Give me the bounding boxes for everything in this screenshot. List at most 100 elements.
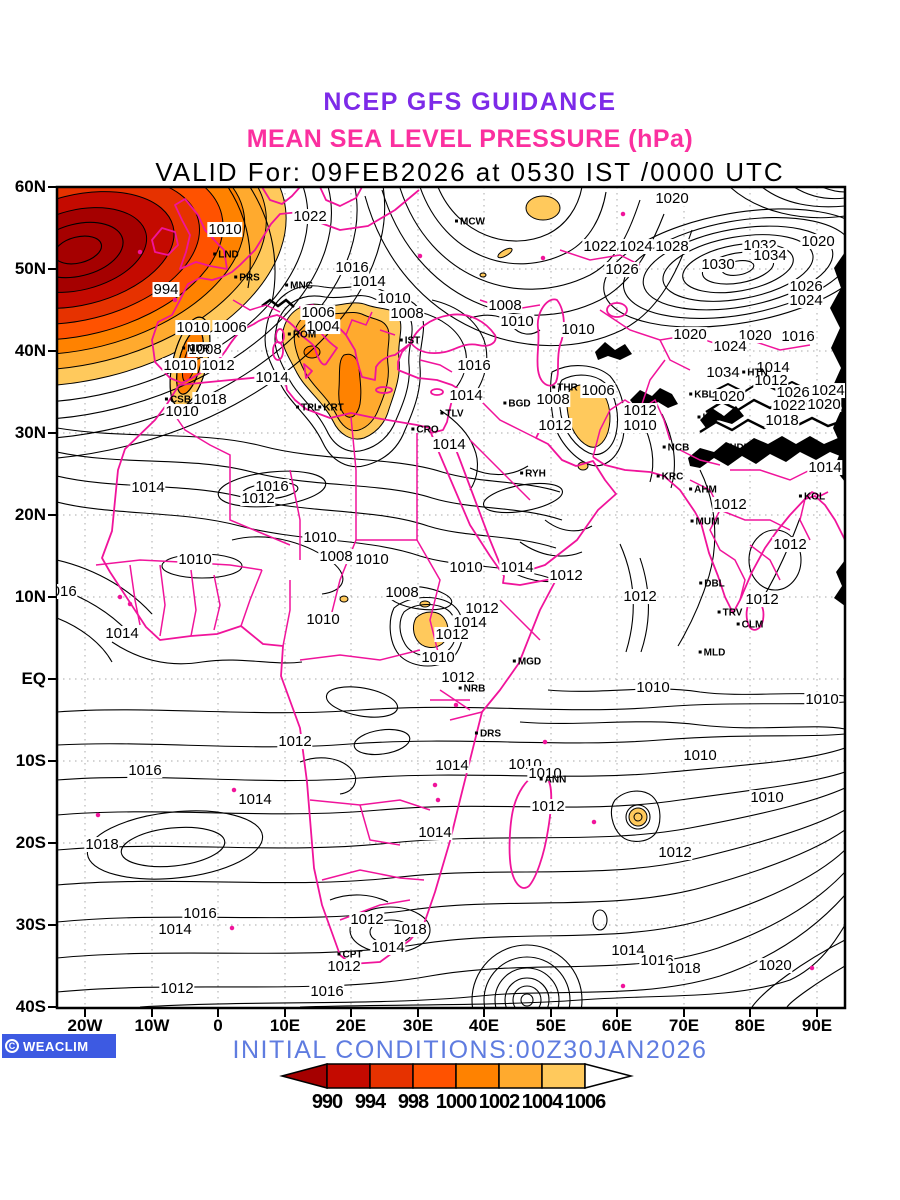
station-label: RYH bbox=[520, 469, 546, 480]
contour-label: 1010 bbox=[622, 417, 658, 435]
axis-ticks bbox=[48, 186, 818, 1017]
lat-axis-label: 60N bbox=[14, 177, 46, 196]
colorbar-tick-label: 990 bbox=[311, 1091, 343, 1113]
contour-label: 1008 bbox=[389, 305, 425, 323]
contour-label: 994 bbox=[152, 281, 180, 299]
contour-label: 1014 bbox=[610, 942, 646, 960]
lon-axis-label: 0 bbox=[213, 1016, 223, 1035]
coastlines bbox=[101, 187, 845, 965]
lat-axis-label: 50N bbox=[14, 259, 46, 278]
station-label: TLV bbox=[440, 409, 463, 420]
contour-label: 1012 bbox=[200, 357, 236, 375]
station-label: CPT bbox=[338, 950, 363, 961]
contour-label: 1010 bbox=[164, 403, 200, 421]
colorbar-graphic bbox=[279, 1063, 634, 1089]
contour-label: 1020 bbox=[710, 388, 746, 406]
station-label: MGD bbox=[513, 657, 541, 668]
contour-label: 1028 bbox=[654, 238, 690, 256]
contour-label: 1010 bbox=[804, 691, 840, 709]
colorbar-tick-label: 1004 bbox=[521, 1091, 563, 1113]
contour-label: 1024 bbox=[618, 238, 654, 256]
contour-label: 1018 bbox=[192, 391, 228, 409]
variable-title: MEAN SEA LEVEL PRESSURE (hPa) bbox=[246, 125, 694, 153]
colorbar-tick-label: 994 bbox=[354, 1091, 386, 1113]
lat-axis-label: 30S bbox=[15, 915, 46, 934]
page-title: NCEP GFS GUIDANCE bbox=[323, 88, 617, 116]
lat-axis-label: 30N bbox=[14, 423, 46, 442]
contour-label: 1010 bbox=[354, 551, 390, 569]
lat-axis-label: EQ bbox=[21, 669, 46, 688]
contour-label: 1016 bbox=[254, 478, 290, 496]
station-label: NRB bbox=[459, 684, 486, 695]
contour-label: 1012 bbox=[772, 536, 808, 554]
station-label: ROM bbox=[288, 330, 316, 341]
station-label: DBL bbox=[699, 579, 725, 590]
contour-label: 1016 bbox=[456, 357, 492, 375]
lat-axis-label: 40N bbox=[14, 341, 46, 360]
lon-axis-label: 60E bbox=[601, 1016, 633, 1035]
station-label: THR bbox=[552, 383, 578, 394]
contour-label: 1010 bbox=[499, 313, 535, 331]
contour-label: 1012 bbox=[712, 496, 748, 514]
contour-label: 1014 bbox=[254, 369, 290, 387]
contour-label: 1006 bbox=[212, 319, 248, 337]
map-labels-layer: 1010 1022 1020 1022 1024 1028 1032 1020 1026 1030… bbox=[57, 187, 845, 1008]
lon-axis-label: 80E bbox=[734, 1016, 766, 1035]
station-label: MNC bbox=[285, 281, 313, 292]
station-label: CSB bbox=[165, 395, 191, 406]
contour-label: 1012 bbox=[744, 591, 780, 609]
contour-label: 1012 bbox=[548, 567, 584, 585]
contour-label: 1026 bbox=[788, 278, 824, 296]
lat-axis-label: 40S bbox=[15, 997, 46, 1016]
contour-label: 1008 bbox=[535, 391, 571, 409]
contour-label: 1010 bbox=[175, 319, 211, 337]
contour-label: 1016 bbox=[182, 905, 218, 923]
contour-label: 1020 bbox=[806, 396, 842, 414]
contour-label: 1014 bbox=[237, 791, 273, 809]
contour-label: 1016 bbox=[309, 983, 345, 1001]
contour-label: 1014 bbox=[104, 625, 140, 643]
contour-label: 1020 bbox=[672, 326, 708, 344]
contour-label: 1016 bbox=[780, 328, 816, 346]
lat-axis-label: 10N bbox=[14, 587, 46, 606]
station-label: ANN bbox=[540, 775, 567, 786]
map-area: 1010 1022 1020 1022 1024 1028 1032 1020 1026 1030… bbox=[57, 187, 845, 1008]
lon-axis-label: 10E bbox=[269, 1016, 301, 1035]
contour-label: 1018 bbox=[666, 960, 702, 978]
contour-label: 1014 bbox=[499, 559, 535, 577]
contour-label: 1014 bbox=[431, 436, 467, 454]
contour-label: 1012 bbox=[622, 588, 658, 606]
contour-label: 1008 bbox=[318, 548, 354, 566]
station-label: AHM bbox=[689, 485, 717, 496]
contour-label: 1034 bbox=[705, 364, 741, 382]
contour-label: 1006 bbox=[580, 382, 616, 400]
contour-label: 1014 bbox=[448, 387, 484, 405]
lat-axis-label: 10S bbox=[15, 751, 46, 770]
valid-time-title: VALID For: 09FEB2026 at 0530 IST /0000 U… bbox=[155, 157, 785, 187]
pressure-shading bbox=[57, 187, 648, 827]
contour-label: 1026 bbox=[775, 384, 811, 402]
station-label: TPL bbox=[296, 403, 320, 414]
contour-label: 1022 bbox=[582, 238, 618, 256]
contour-label: 1034 bbox=[752, 247, 788, 265]
colorbar-tick-label: 1006 bbox=[564, 1091, 606, 1113]
lon-axis-label: 10W bbox=[134, 1016, 170, 1035]
contour-label: 1014 bbox=[370, 939, 406, 957]
lon-axis-label: 40E bbox=[468, 1016, 500, 1035]
station-label: MDR bbox=[182, 344, 210, 355]
contour-label: 1010 bbox=[560, 321, 596, 339]
contour-label: 1014 bbox=[417, 824, 453, 842]
contour-label: 1012 bbox=[434, 626, 470, 644]
station-label: KRC bbox=[657, 472, 684, 483]
station-label: CRO bbox=[411, 425, 438, 436]
lon-axis-label: 30E bbox=[402, 1016, 434, 1035]
logo-circle-icon: C bbox=[5, 1039, 19, 1053]
contour-label: 1012 bbox=[240, 490, 276, 508]
contour-label: 1010 bbox=[162, 357, 198, 375]
contour-label: 1010 bbox=[635, 679, 671, 697]
lon-axis-label: 20W bbox=[67, 1016, 103, 1035]
station-label: NCB bbox=[663, 443, 690, 454]
contour-label: 1018 bbox=[764, 412, 800, 430]
contour-label: 1010 bbox=[305, 611, 341, 629]
